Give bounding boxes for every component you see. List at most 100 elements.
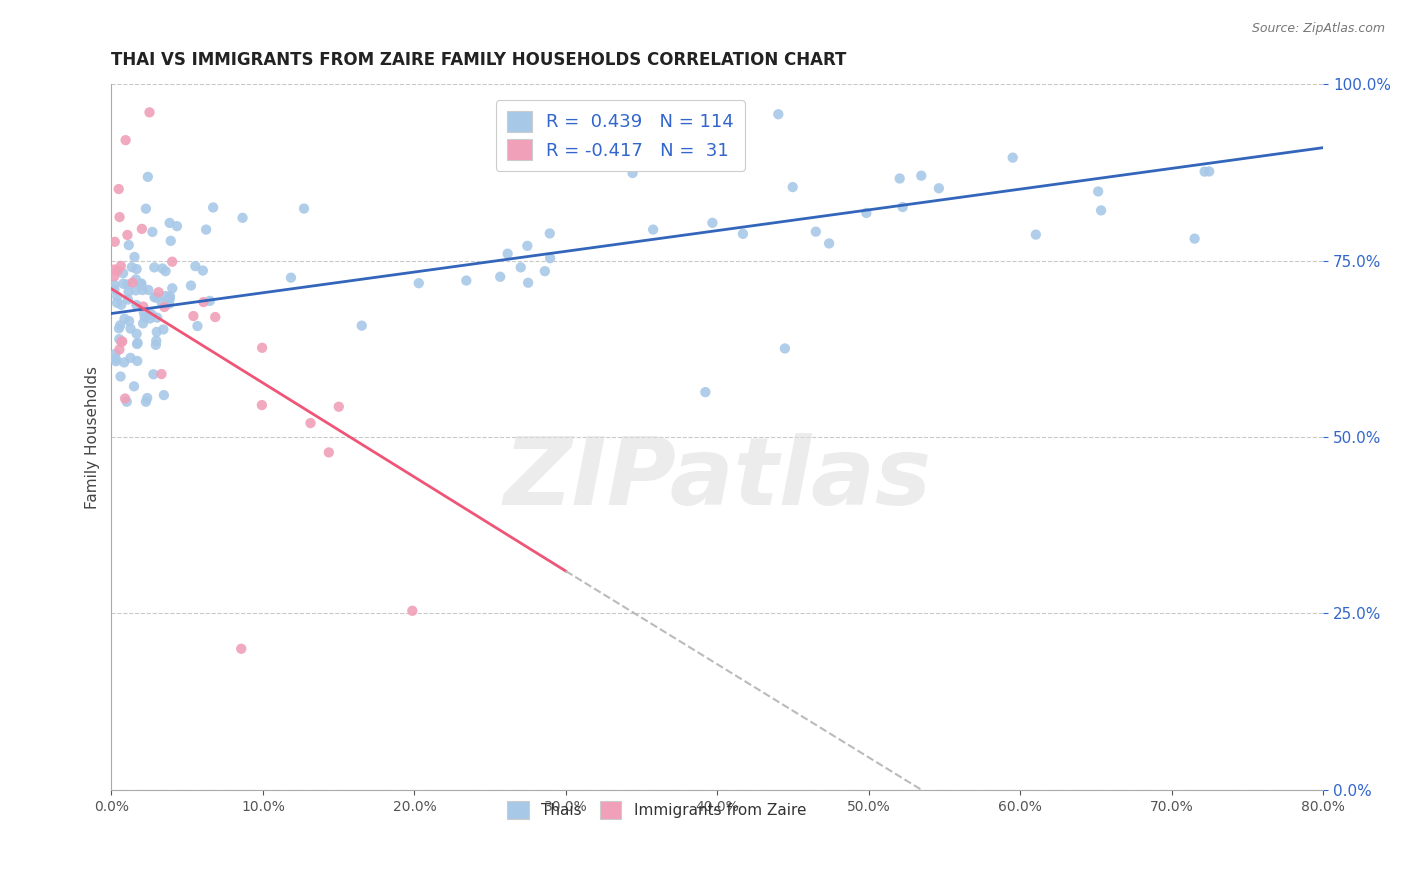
Point [120,351,142,365]
Point [193,295,215,310]
Point [145,338,167,352]
Point [299,416,322,430]
Point [145,334,167,348]
Point [122,379,145,393]
Point [121,276,143,290]
Point [534,264,557,278]
Point [117,227,139,242]
Point [132,300,155,314]
Point [159,216,181,230]
Point [159,292,181,306]
Point [103,269,125,284]
Point [125,284,148,298]
Point [292,202,315,216]
Point [456,273,478,287]
Point [496,246,519,260]
Point [136,391,159,405]
Point [110,298,132,312]
Point [127,335,149,350]
Point [104,351,127,366]
Point [889,171,911,186]
Point [195,222,218,236]
Point [114,311,136,326]
Point [191,263,214,277]
Point [134,310,156,325]
Point [104,347,127,361]
Point [118,314,141,328]
Point [115,394,138,409]
Point [111,334,134,349]
Point [125,262,148,277]
Point [120,321,142,335]
Point [695,153,717,168]
Text: Source: ZipAtlas.com: Source: ZipAtlas.com [1251,22,1385,36]
Point [250,341,273,355]
Point [142,368,165,382]
Point [121,260,143,275]
Point [538,251,561,265]
Point [125,326,148,341]
Point [280,270,302,285]
Point [104,354,127,368]
Point [621,166,644,180]
Point [103,283,125,297]
Point [891,200,914,214]
Point [318,445,340,459]
Point [198,293,221,308]
Point [135,394,157,409]
Point [107,182,129,196]
Point [105,295,128,310]
Point [110,259,132,273]
Point [104,235,127,249]
Point [108,332,131,346]
Point [150,295,173,310]
Point [159,289,181,303]
Point [1087,185,1109,199]
Point [153,388,176,402]
Point [408,276,430,290]
Point [129,278,152,293]
Point [184,259,207,273]
Point [643,222,665,236]
Point [818,236,841,251]
Point [112,277,135,291]
Point [114,392,136,406]
Point [148,285,170,300]
Point [782,180,804,194]
Point [132,316,155,330]
Point [153,300,176,314]
Point [328,400,350,414]
Point [250,398,273,412]
Point [1001,151,1024,165]
Point [855,206,877,220]
Point [1184,232,1206,246]
Point [517,276,540,290]
Point [108,210,131,224]
Point [150,367,173,381]
Point [118,238,141,252]
Point [103,277,125,292]
Point [145,291,167,305]
Text: ZIPatlas: ZIPatlas [503,434,931,525]
Point [231,641,253,656]
Point [695,385,717,400]
Point [231,211,253,225]
Point [146,310,169,325]
Point [152,322,174,336]
Point [1198,164,1220,178]
Text: THAI VS IMMIGRANTS FROM ZAIRE FAMILY HOUSEHOLDS CORRELATION CHART: THAI VS IMMIGRANTS FROM ZAIRE FAMILY HOU… [111,51,846,69]
Point [162,281,184,295]
Point [108,318,131,333]
Point [183,309,205,323]
Point [145,325,167,339]
Point [160,254,183,268]
Point [115,277,138,292]
Point [110,334,132,349]
Point [152,261,174,276]
Point [509,260,531,275]
Point [125,272,148,286]
Point [159,234,181,248]
Point [489,269,512,284]
Point [108,343,131,357]
Point [108,321,131,335]
